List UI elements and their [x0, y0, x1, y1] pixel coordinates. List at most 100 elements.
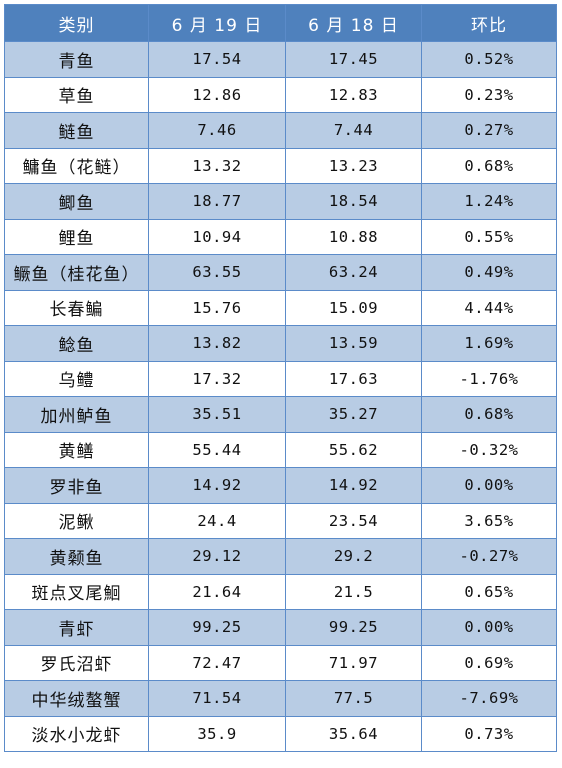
cell-category: 鲶鱼	[4, 325, 149, 362]
table-row: 斑点叉尾鮰 21.64 21.5 0.65%	[4, 573, 557, 610]
cell-change: 0.27%	[421, 112, 557, 149]
cell-jun18: 14.92	[285, 467, 422, 504]
cell-jun18: 77.5	[285, 680, 422, 717]
cell-jun19: 99.25	[148, 609, 286, 646]
cell-jun18: 15.09	[285, 289, 422, 326]
header-category: 类别	[4, 4, 149, 42]
cell-jun19: 18.77	[148, 183, 286, 220]
cell-category: 鳜鱼（桂花鱼）	[4, 254, 149, 291]
header-jun19: 6 月 19 日	[148, 4, 286, 42]
table-row: 中华绒螯蟹 71.54 77.5 -7.69%	[4, 680, 557, 717]
table-row: 罗氏沼虾 72.47 71.97 0.69%	[4, 644, 557, 681]
cell-change: -7.69%	[421, 680, 557, 717]
cell-category: 罗非鱼	[4, 467, 149, 504]
table-row: 鳙鱼（花鲢） 13.32 13.23 0.68%	[4, 147, 557, 184]
cell-jun18: 35.64	[285, 715, 422, 752]
cell-jun19: 17.32	[148, 360, 286, 397]
table-row: 鲢鱼 7.46 7.44 0.27%	[4, 112, 557, 149]
table-row: 草鱼 12.86 12.83 0.23%	[4, 76, 557, 113]
cell-category: 黄颡鱼	[4, 538, 149, 575]
cell-change: 0.68%	[421, 147, 557, 184]
cell-change: 0.23%	[421, 76, 557, 113]
cell-category: 鲢鱼	[4, 112, 149, 149]
cell-category: 泥鳅	[4, 502, 149, 539]
cell-jun18: 29.2	[285, 538, 422, 575]
cell-jun19: 21.64	[148, 573, 286, 610]
cell-jun19: 14.92	[148, 467, 286, 504]
table-header: 类别 6 月 19 日 6 月 18 日 环比	[4, 4, 557, 42]
cell-change: 0.65%	[421, 573, 557, 610]
cell-change: 0.52%	[421, 41, 557, 78]
cell-jun18: 17.45	[285, 41, 422, 78]
header-change: 环比	[421, 4, 557, 42]
table-row: 青鱼 17.54 17.45 0.52%	[4, 41, 557, 78]
table-row: 罗非鱼 14.92 14.92 0.00%	[4, 467, 557, 504]
cell-change: -0.32%	[421, 431, 557, 468]
cell-jun18: 17.63	[285, 360, 422, 397]
cell-jun18: 63.24	[285, 254, 422, 291]
cell-category: 淡水小龙虾	[4, 715, 149, 752]
cell-jun18: 12.83	[285, 76, 422, 113]
cell-change: 3.65%	[421, 502, 557, 539]
table-row: 鲶鱼 13.82 13.59 1.69%	[4, 325, 557, 362]
cell-jun19: 72.47	[148, 644, 286, 681]
cell-jun19: 35.9	[148, 715, 286, 752]
cell-jun19: 29.12	[148, 538, 286, 575]
cell-category: 加州鲈鱼	[4, 396, 149, 433]
cell-change: 0.68%	[421, 396, 557, 433]
cell-jun19: 24.4	[148, 502, 286, 539]
cell-category: 斑点叉尾鮰	[4, 573, 149, 610]
cell-jun19: 10.94	[148, 218, 286, 255]
cell-jun18: 71.97	[285, 644, 422, 681]
cell-jun18: 21.5	[285, 573, 422, 610]
cell-change: 0.73%	[421, 715, 557, 752]
table-body: 青鱼 17.54 17.45 0.52% 草鱼 12.86 12.83 0.23% 鲢鱼 7.46…	[4, 41, 557, 752]
table-row: 泥鳅 24.4 23.54 3.65%	[4, 502, 557, 539]
cell-jun19: 55.44	[148, 431, 286, 468]
cell-category: 罗氏沼虾	[4, 644, 149, 681]
cell-category: 青鱼	[4, 41, 149, 78]
cell-jun18: 35.27	[285, 396, 422, 433]
cell-jun19: 71.54	[148, 680, 286, 717]
cell-change: 0.55%	[421, 218, 557, 255]
cell-change: 4.44%	[421, 289, 557, 326]
table-row: 鲫鱼 18.77 18.54 1.24%	[4, 183, 557, 220]
cell-change: -1.76%	[421, 360, 557, 397]
cell-change: 0.69%	[421, 644, 557, 681]
cell-jun19: 7.46	[148, 112, 286, 149]
cell-category: 长春鳊	[4, 289, 149, 326]
cell-category: 鲫鱼	[4, 183, 149, 220]
cell-change: 1.24%	[421, 183, 557, 220]
table-row: 淡水小龙虾 35.9 35.64 0.73%	[4, 715, 557, 752]
cell-change: -0.27%	[421, 538, 557, 575]
cell-category: 鳙鱼（花鲢）	[4, 147, 149, 184]
cell-jun18: 7.44	[285, 112, 422, 149]
cell-jun18: 55.62	[285, 431, 422, 468]
cell-category: 鲤鱼	[4, 218, 149, 255]
price-table-container: 类别 6 月 19 日 6 月 18 日 环比 青鱼 17.54 17.45 0.52…	[4, 4, 557, 752]
table-row: 乌鳢 17.32 17.63 -1.76%	[4, 360, 557, 397]
cell-jun18: 99.25	[285, 609, 422, 646]
cell-category: 青虾	[4, 609, 149, 646]
cell-jun18: 18.54	[285, 183, 422, 220]
cell-jun18: 23.54	[285, 502, 422, 539]
price-table: 类别 6 月 19 日 6 月 18 日 环比 青鱼 17.54 17.45 0.52…	[4, 4, 557, 752]
table-row: 加州鲈鱼 35.51 35.27 0.68%	[4, 396, 557, 433]
cell-jun18: 13.23	[285, 147, 422, 184]
table-row: 青虾 99.25 99.25 0.00%	[4, 609, 557, 646]
cell-category: 黄鳝	[4, 431, 149, 468]
cell-jun19: 17.54	[148, 41, 286, 78]
cell-change: 0.00%	[421, 609, 557, 646]
cell-jun18: 10.88	[285, 218, 422, 255]
table-row: 鳜鱼（桂花鱼） 63.55 63.24 0.49%	[4, 254, 557, 291]
cell-change: 0.00%	[421, 467, 557, 504]
cell-jun18: 13.59	[285, 325, 422, 362]
cell-category: 草鱼	[4, 76, 149, 113]
cell-jun19: 12.86	[148, 76, 286, 113]
cell-category: 乌鳢	[4, 360, 149, 397]
table-row: 鲤鱼 10.94 10.88 0.55%	[4, 218, 557, 255]
cell-jun19: 15.76	[148, 289, 286, 326]
header-row: 类别 6 月 19 日 6 月 18 日 环比	[4, 4, 557, 42]
cell-jun19: 13.82	[148, 325, 286, 362]
cell-jun19: 63.55	[148, 254, 286, 291]
